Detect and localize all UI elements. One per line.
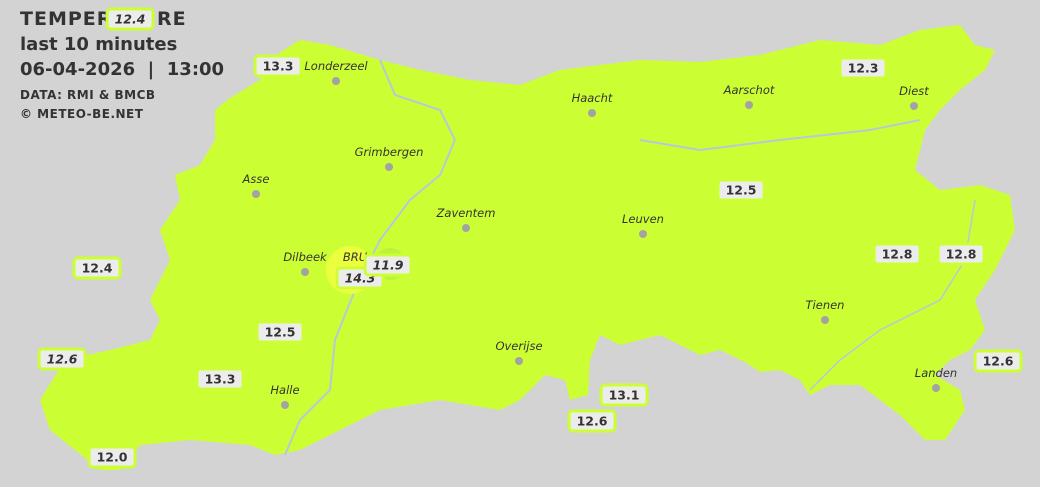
city-label: Tienen — [805, 298, 845, 312]
city-label: Haacht — [571, 91, 613, 105]
temperature-reading[interactable]: 12.8 — [936, 242, 986, 266]
temperature-reading[interactable]: 12.6 — [567, 409, 617, 433]
river — [284, 59, 457, 456]
city-label: Asse — [242, 172, 270, 186]
temperature-reading[interactable]: 11.9 — [363, 253, 413, 277]
temperature-reading[interactable]: 13.1 — [599, 383, 649, 407]
city-label: Diest — [899, 84, 929, 98]
temperature-reading[interactable]: 12.4 — [72, 256, 122, 280]
city-label: Leuven — [622, 212, 664, 226]
city-marker — [462, 224, 470, 232]
city-label: Londerzeel — [304, 59, 368, 73]
city-label: Dilbeek — [283, 250, 327, 264]
city-label: Overijse — [495, 339, 543, 353]
city-label: Landen — [914, 366, 958, 380]
city-marker — [932, 384, 940, 392]
city-label: Zaventem — [436, 206, 496, 220]
map-title: TEMPERATURE — [20, 8, 187, 30]
temperature-reading[interactable]: 12.5 — [716, 178, 766, 202]
map-datetime: 06-04-2026 | 13:00 — [20, 59, 225, 80]
city-label: Aarschot — [723, 83, 775, 97]
city-label: Grimbergen — [354, 145, 424, 159]
temperature-reading[interactable]: 12.6 — [37, 347, 87, 371]
city-marker — [252, 190, 260, 198]
copyright: © METEO-BE.NET — [20, 107, 144, 121]
city-label: Halle — [270, 383, 300, 397]
city-marker — [745, 101, 753, 109]
temperature-reading[interactable]: 13.3 — [253, 54, 303, 78]
city-marker — [910, 102, 918, 110]
city-marker — [639, 230, 647, 238]
map-subtitle: last 10 minutes — [20, 34, 178, 55]
temperature-reading[interactable]: 12.6 — [973, 349, 1023, 373]
city-marker — [821, 316, 829, 324]
temperature-reading[interactable]: 13.3 — [195, 367, 245, 391]
data-source: DATA: RMI & BMCB — [20, 88, 156, 102]
temperature-reading[interactable]: 12.5 — [255, 320, 305, 344]
river — [639, 119, 921, 152]
temperature-reading[interactable]: 12.3 — [838, 56, 888, 80]
city-label: BRU — [342, 250, 368, 264]
city-marker — [281, 401, 289, 409]
city-marker — [385, 163, 393, 171]
region-shape — [40, 25, 1015, 470]
city-marker — [301, 268, 309, 276]
temperature-reading[interactable]: 12.4 — [105, 7, 155, 31]
city-marker — [515, 357, 523, 365]
city-marker — [332, 77, 340, 85]
temperature-reading[interactable]: 12.8 — [872, 242, 922, 266]
temperature-reading[interactable]: 12.0 — [87, 445, 137, 469]
city-marker — [588, 109, 596, 117]
